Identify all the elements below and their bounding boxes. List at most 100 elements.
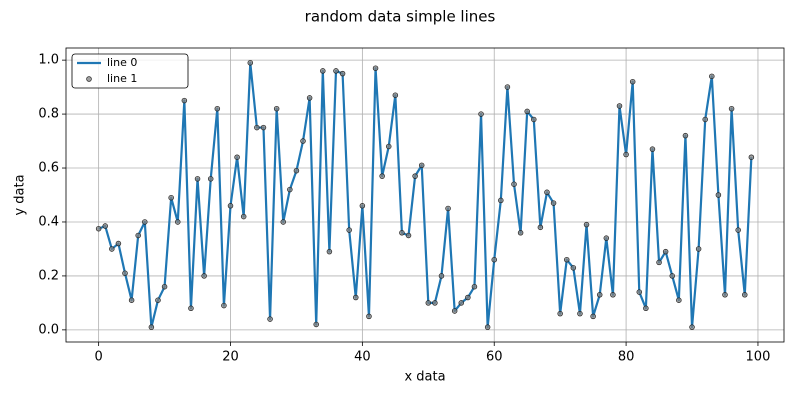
data-point (392, 92, 399, 98)
data-point (564, 256, 570, 263)
data-point (128, 297, 135, 303)
data-point (596, 292, 603, 298)
data-point (267, 316, 273, 322)
x-tick-label: 100 (746, 350, 771, 365)
data-point (234, 154, 240, 160)
data-point (709, 73, 715, 80)
data-point (656, 259, 662, 266)
x-tick-label: 40 (354, 350, 371, 365)
data-point (451, 308, 458, 314)
data-point (616, 103, 623, 109)
data-point (471, 283, 478, 290)
data-point (498, 197, 504, 204)
data-point (438, 273, 445, 279)
data-point (339, 70, 346, 77)
data-point (313, 321, 319, 328)
data-point (214, 105, 221, 112)
data-point (399, 230, 405, 236)
data-point (247, 60, 254, 66)
y-tick-label: 1.0 (38, 53, 59, 68)
data-point (742, 292, 748, 298)
data-point (610, 292, 616, 298)
data-point (372, 65, 379, 71)
data-point (148, 324, 155, 330)
data-point (676, 297, 682, 303)
y-axis-label: y data (13, 174, 28, 215)
data-point (254, 124, 260, 131)
data-point (491, 256, 497, 263)
data-point (484, 324, 491, 330)
data-point (412, 173, 418, 179)
data-point (353, 294, 359, 301)
data-point (550, 200, 557, 206)
data-point (207, 176, 214, 182)
data-point (161, 283, 168, 290)
y-tick-label: 0.6 (38, 161, 59, 176)
data-point (273, 105, 280, 112)
data-point (577, 310, 583, 317)
data-point (465, 294, 471, 301)
data-point (623, 151, 629, 158)
data-point (293, 167, 300, 174)
data-point (629, 78, 636, 85)
data-point (306, 95, 313, 101)
data-point (517, 230, 524, 236)
legend-swatch (86, 76, 92, 82)
data-point (346, 227, 352, 233)
data-point (669, 273, 675, 279)
data-point (432, 300, 438, 306)
data-point (135, 232, 141, 239)
data-point (728, 105, 735, 112)
data-point (478, 111, 484, 117)
data-point (359, 203, 366, 209)
data-point (702, 116, 708, 123)
data-point (643, 305, 649, 312)
data-point (102, 223, 108, 229)
data-point (188, 305, 194, 312)
data-line (98, 61, 753, 329)
data-point (326, 248, 333, 255)
data-point (379, 173, 385, 179)
chart-title: random data simple lines (305, 8, 496, 26)
data-point (425, 300, 432, 306)
data-point (142, 219, 148, 225)
data-point (583, 221, 590, 228)
data-point (260, 124, 267, 131)
data-point (287, 186, 293, 193)
data-point (320, 68, 326, 74)
y-tick-label: 0.0 (38, 322, 59, 337)
data-point (366, 313, 372, 320)
x-tick-label: 20 (222, 350, 239, 365)
data-point (115, 240, 122, 247)
x-tick-label: 0 (94, 350, 102, 365)
data-point (122, 270, 128, 276)
data-point (570, 265, 577, 271)
data-point (603, 235, 610, 241)
data-point (557, 310, 563, 317)
y-tick-label: 0.4 (38, 214, 59, 229)
data-point (155, 297, 161, 303)
data-point (722, 292, 728, 298)
data-point (194, 176, 201, 182)
data-point (504, 84, 511, 90)
data-point (458, 300, 465, 306)
data-point (280, 219, 286, 225)
y-tick-label: 0.2 (38, 268, 59, 283)
data-point (662, 248, 669, 255)
data-point (405, 232, 412, 239)
data-point (695, 246, 702, 252)
data-point (227, 203, 234, 209)
data-point (682, 132, 689, 139)
data-point (333, 68, 339, 74)
data-point (300, 138, 306, 144)
data-point (201, 273, 207, 279)
data-point (735, 227, 741, 233)
data-point (715, 192, 722, 198)
data-point (445, 205, 451, 212)
data-point (748, 154, 755, 160)
y-tick-label: 0.8 (38, 107, 59, 122)
data-point (221, 302, 227, 309)
data-point (537, 224, 544, 231)
data-point (544, 189, 550, 196)
